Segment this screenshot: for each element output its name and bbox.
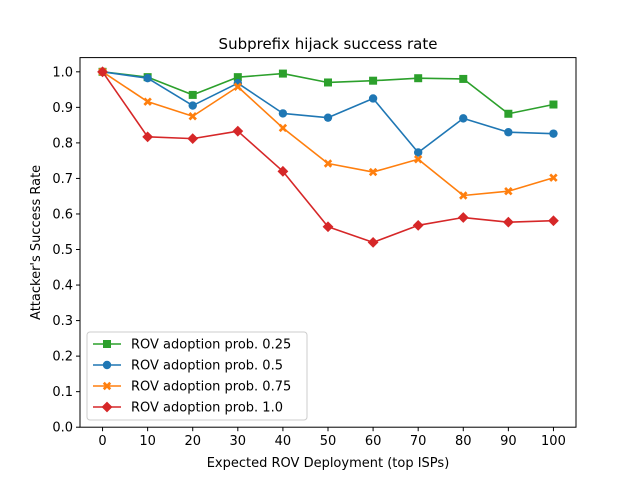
data-point	[97, 66, 108, 78]
data-point	[143, 74, 152, 83]
data-point	[322, 221, 334, 233]
x-tick-label: 20	[184, 434, 201, 449]
data-point	[188, 90, 197, 99]
data-point	[548, 215, 559, 227]
data-point	[459, 114, 468, 123]
data-point	[188, 101, 197, 110]
x-tick-label: 70	[410, 434, 427, 449]
y-tick-label: 0.1	[52, 385, 73, 400]
data-point	[143, 97, 152, 106]
x-tick-label: 80	[455, 434, 472, 449]
data-point	[188, 112, 197, 121]
data-point	[368, 94, 378, 103]
data-point	[549, 173, 558, 182]
x-tick-label: 10	[139, 434, 156, 449]
data-point	[413, 155, 423, 164]
data-point	[233, 73, 242, 82]
y-tick-label: 0.8	[52, 136, 73, 151]
data-point	[323, 113, 333, 122]
x-tick-label: 60	[365, 434, 382, 449]
y-axis-label: Attacker's Success Rate	[29, 165, 44, 320]
axes: 0 10 20 30 40 50 60 70 80 90 100 0.0 0.1 0.2 0.3 0.4 0.5…	[52, 65, 566, 449]
legend-label: ROV adoption prob. 0.75	[131, 380, 291, 395]
y-tick-label: 0.6	[52, 207, 73, 222]
data-point	[412, 219, 424, 231]
chart-title: Subprefix hijack success rate	[219, 35, 438, 53]
data-point	[459, 74, 468, 83]
legend-label: ROV adoption prob. 0.25	[131, 338, 291, 353]
data-point	[549, 100, 558, 109]
plot-area	[97, 66, 559, 248]
data-point	[369, 76, 378, 85]
legend-marker	[102, 360, 112, 370]
data-point	[278, 109, 288, 118]
legend-marker	[101, 401, 113, 413]
x-tick-label: 30	[230, 434, 247, 449]
data-point	[323, 159, 333, 168]
data-point	[278, 69, 287, 78]
legend-label: ROV adoption prob. 0.5	[131, 359, 283, 374]
x-tick-label: 40	[275, 434, 292, 449]
data-point	[504, 109, 513, 118]
data-point	[187, 133, 199, 145]
legend-entry: ROV adoption prob. 0.75	[93, 380, 291, 395]
data-point	[233, 82, 243, 91]
x-tick-label: 50	[320, 434, 337, 449]
legend-entry: ROV adoption prob. 1.0	[93, 401, 283, 416]
data-point	[504, 128, 513, 137]
y-tick-label: 0.0	[52, 421, 73, 436]
legend-box	[86, 331, 308, 421]
data-point	[502, 216, 514, 228]
data-point	[504, 187, 513, 196]
y-tick-label: 0.2	[52, 350, 73, 365]
data-point	[142, 131, 154, 143]
data-point	[324, 78, 332, 87]
data-point	[232, 125, 244, 137]
x-tick-label: 90	[500, 434, 517, 449]
y-tick-label: 1.0	[52, 65, 73, 80]
y-tick-label: 0.7	[52, 172, 73, 187]
x-axis-label: Expected ROV Deployment (top ISPs)	[207, 456, 450, 471]
y-tick-label: 0.3	[52, 314, 73, 329]
data-point	[459, 191, 468, 200]
data-point	[367, 237, 379, 248]
y-tick-label: 0.5	[52, 243, 73, 258]
series-4	[97, 66, 559, 248]
legend-entry: ROV adoption prob. 0.5	[93, 359, 283, 374]
legend-label: ROV adoption prob. 1.0	[131, 401, 283, 416]
y-tick-label: 0.4	[52, 279, 73, 294]
legend-marker	[103, 340, 111, 348]
legend: ROV adoption prob. 0.25 ROV adoption prob…	[86, 331, 308, 421]
data-point	[277, 165, 289, 177]
data-point	[414, 74, 423, 83]
y-tick-label: 0.9	[52, 101, 73, 116]
data-point	[278, 123, 288, 133]
legend-marker	[102, 381, 112, 391]
data-point	[549, 129, 558, 138]
data-point	[457, 212, 469, 223]
data-point	[413, 148, 423, 157]
legend-entry: ROV adoption prob. 0.25	[93, 338, 291, 353]
series-2	[98, 67, 558, 157]
x-tick-label: 0	[98, 434, 106, 449]
data-point	[368, 167, 378, 177]
x-tick-label: 100	[541, 434, 566, 449]
